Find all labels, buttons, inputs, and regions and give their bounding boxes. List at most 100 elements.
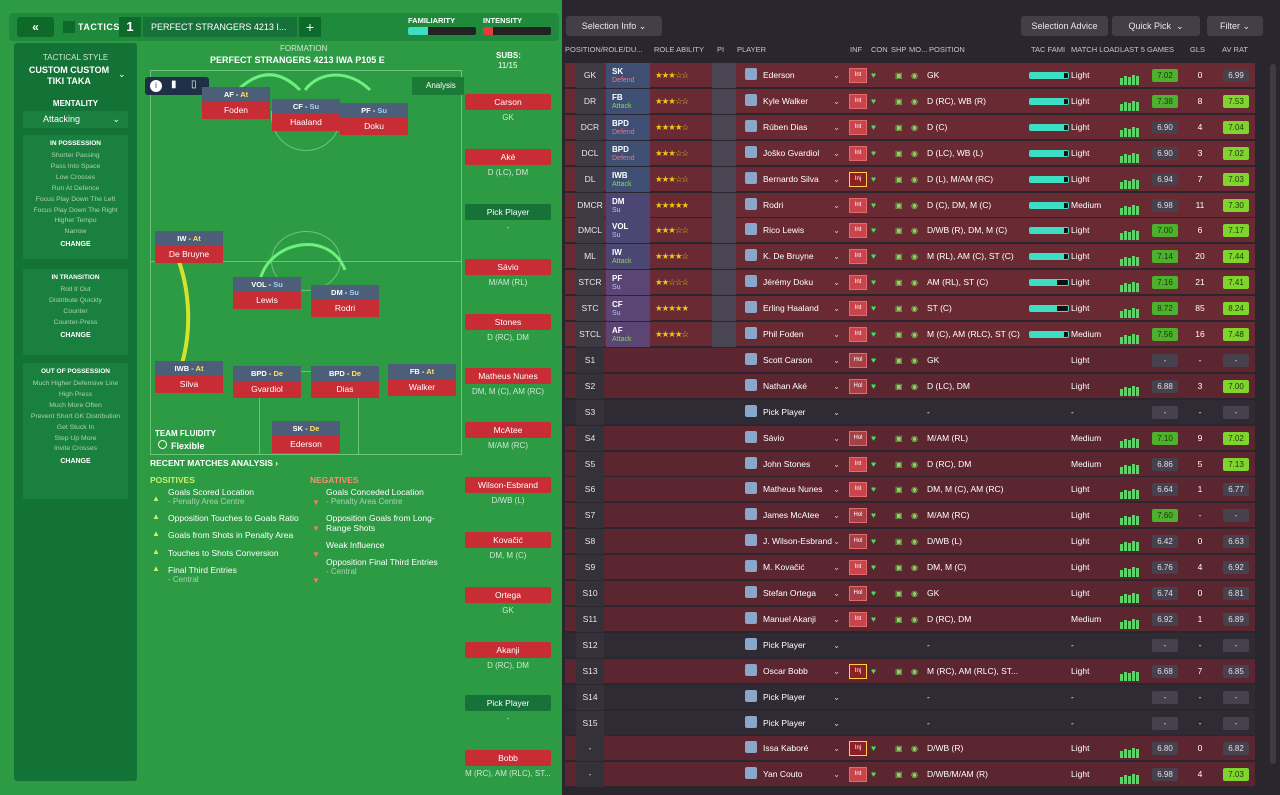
position-slot[interactable]: DR xyxy=(576,88,604,114)
player-card-foden[interactable]: AF - At Foden xyxy=(202,87,270,120)
player-name[interactable]: Yan Couto xyxy=(745,762,845,787)
position-slot[interactable]: STC xyxy=(576,296,604,322)
quick-pick-button[interactable]: Quick Pick ⌄ xyxy=(1112,16,1200,36)
change-button[interactable]: CHANGE xyxy=(60,331,91,339)
player-name[interactable]: Rúben Dias xyxy=(745,115,845,140)
table-row[interactable]: DCL BPD Defend ★★★☆☆ Joško Gvardiol ⌄ In… xyxy=(565,140,1255,166)
chevron-down-icon[interactable]: ⌄ xyxy=(833,354,841,365)
chevron-down-icon[interactable]: ⌄ xyxy=(833,458,841,469)
player-name[interactable]: Oscar Bobb xyxy=(745,659,845,684)
col-header-position2[interactable]: POSITION xyxy=(929,45,965,54)
player-name[interactable]: Pick Player xyxy=(745,711,845,736)
recent-matches-title[interactable]: RECENT MATCHES ANALYSIS › xyxy=(150,458,279,468)
chevron-down-icon[interactable]: ⌄ xyxy=(833,121,841,132)
chevron-down-icon[interactable]: ⌄ xyxy=(833,303,841,314)
position-slot[interactable]: S6 xyxy=(576,477,604,503)
chevron-down-icon[interactable]: ⌄ xyxy=(833,613,841,624)
sub-card[interactable]: Bobb M (RC), AM (RLC), ST... xyxy=(465,750,551,778)
player-name[interactable]: Issa Kaboré xyxy=(745,736,845,761)
chevron-down-icon[interactable]: ⌄ xyxy=(118,69,126,79)
chevron-down-icon[interactable]: ⌄ xyxy=(833,717,841,728)
clipboard-icon[interactable]: ▯ xyxy=(191,79,197,90)
player-instructions-icon[interactable] xyxy=(712,63,736,88)
player-name[interactable]: John Stones xyxy=(745,452,845,477)
position-slot[interactable]: S4 xyxy=(576,425,604,451)
col-header-morale[interactable]: MO... xyxy=(909,45,928,54)
table-row[interactable]: S12 Pick Player ⌄ - - - - - xyxy=(565,632,1255,658)
position-slot[interactable]: ML xyxy=(576,244,604,270)
col-header-match-load[interactable]: MATCH LOAD xyxy=(1071,45,1120,54)
chevron-down-icon[interactable]: ⌄ xyxy=(833,639,841,650)
player-instructions-icon[interactable] xyxy=(712,218,736,244)
col-header-player[interactable]: PLAYER xyxy=(737,45,767,54)
chevron-down-icon[interactable]: ⌄ xyxy=(833,329,841,339)
chevron-down-icon[interactable]: ⌄ xyxy=(833,588,841,598)
role-duty-dropdown[interactable]: BPD Defend xyxy=(606,140,650,166)
player-name[interactable]: Stefan Ortega xyxy=(745,581,845,606)
table-row[interactable]: S5 John Stones ⌄ Int ♥ ▣ ◉ D (RC), DM Me… xyxy=(565,451,1255,477)
player-instructions-icon[interactable] xyxy=(712,270,736,296)
position-slot[interactable]: STCL xyxy=(576,322,604,347)
position-slot[interactable]: S12 xyxy=(576,632,604,658)
info-badge[interactable]: Int xyxy=(849,93,867,109)
chevron-down-icon[interactable]: ⌄ xyxy=(833,277,841,288)
chevron-down-icon[interactable]: ⌄ xyxy=(833,251,841,262)
position-slot[interactable]: DCR xyxy=(576,114,604,140)
player-instructions-icon[interactable] xyxy=(712,88,736,114)
change-button[interactable]: CHANGE xyxy=(60,458,91,466)
player-instructions-icon[interactable] xyxy=(712,114,736,140)
player-name[interactable]: Pick Player xyxy=(745,685,845,710)
table-row[interactable]: S15 Pick Player ⌄ - - - - - xyxy=(565,710,1255,736)
mentality-dropdown[interactable]: Attacking ⌄ xyxy=(23,111,128,128)
player-name[interactable]: Rico Lewis xyxy=(745,218,845,243)
chevron-down-icon[interactable]: ⌄ xyxy=(833,380,841,391)
player-card-rodri[interactable]: DM - Su Rodri xyxy=(311,285,379,318)
role-duty-dropdown[interactable]: FB Attack xyxy=(606,88,650,114)
selection-advice-button[interactable]: Selection Advice xyxy=(1021,16,1108,36)
table-row[interactable]: DL IWB Attack ★★★☆☆ Bernardo Silva ⌄ Inj… xyxy=(565,166,1255,192)
table-row[interactable]: DMCL VOL Su ★★★☆☆ Rico Lewis ⌄ Int ♥ ▣ ◉… xyxy=(565,218,1255,244)
position-slot[interactable]: S5 xyxy=(576,451,604,477)
info-badge[interactable]: Int xyxy=(849,611,867,627)
table-row[interactable]: DCR BPD Defend ★★★★☆ Rúben Dias ⌄ Int ♥ … xyxy=(565,114,1255,140)
chevron-down-icon[interactable]: ⌄ xyxy=(833,70,841,80)
position-slot[interactable]: S7 xyxy=(576,503,604,529)
sub-card[interactable]: Kovačić DM, M (C) xyxy=(465,532,551,560)
sub-card[interactable]: Sávio M/AM (RL) xyxy=(465,259,551,287)
filter-dropdown[interactable]: Filter ⌄ xyxy=(1207,16,1263,36)
player-name[interactable]: Joško Gvardiol xyxy=(745,141,845,166)
sub-card-empty[interactable]: Pick Player - xyxy=(465,695,551,723)
info-badge[interactable]: Hol xyxy=(849,586,867,601)
table-row[interactable]: - Yan Couto ⌄ Int ♥ ▣ ◉ D/WB/M/AM (R) Li… xyxy=(565,762,1255,788)
back-button[interactable]: « xyxy=(17,17,54,37)
bar-chart-icon[interactable]: ▮ xyxy=(171,79,177,90)
position-slot[interactable]: - xyxy=(576,736,604,762)
player-card-dias[interactable]: BPD - De Dias xyxy=(311,366,379,399)
position-slot[interactable]: S11 xyxy=(576,606,604,632)
role-duty-dropdown[interactable]: SK Defend xyxy=(606,63,650,88)
col-header-pi[interactable]: PI xyxy=(717,45,725,54)
table-row[interactable]: ML IW Attack ★★★★☆ K. De Bruyne ⌄ Int ♥ … xyxy=(565,244,1255,270)
add-tactic-button[interactable]: + xyxy=(299,17,321,37)
table-row[interactable]: DR FB Attack ★★★☆☆ Kyle Walker ⌄ Int ♥ ▣… xyxy=(565,88,1255,114)
player-name[interactable]: Pick Player xyxy=(745,633,845,658)
table-row[interactable]: S7 James McAtee ⌄ Hol ♥ ▣ ◉ M/AM (RC) Li… xyxy=(565,503,1255,529)
role-duty-dropdown[interactable]: PF Su xyxy=(606,270,650,296)
info-badge[interactable]: Inj xyxy=(849,171,867,187)
player-name[interactable]: Erling Haaland xyxy=(745,296,845,321)
info-badge[interactable]: Int xyxy=(849,560,867,576)
table-row[interactable]: S2 Nathan Aké ⌄ Hol ♥ ▣ ◉ D (LC), DM Lig… xyxy=(565,373,1255,399)
chevron-down-icon[interactable]: ⌄ xyxy=(833,95,841,106)
player-instructions-icon[interactable] xyxy=(712,296,736,322)
info-badge[interactable]: Int xyxy=(849,301,867,317)
player-card-haaland[interactable]: CF - Su Haaland xyxy=(272,99,340,132)
chevron-down-icon[interactable]: ⌄ xyxy=(833,199,841,210)
player-name[interactable]: Manuel Akanji xyxy=(745,607,845,632)
player-card-gvardiol[interactable]: BPD - De Gvardiol xyxy=(233,366,301,399)
player-instructions-icon[interactable] xyxy=(712,244,736,270)
position-slot[interactable]: GK xyxy=(576,63,604,88)
scrollbar[interactable] xyxy=(1270,64,1276,764)
col-header-av-rat[interactable]: AV RAT xyxy=(1222,45,1248,54)
player-name[interactable]: Rodri xyxy=(745,193,845,218)
col-header-tac-fami[interactable]: TAC FAMI xyxy=(1031,45,1066,54)
